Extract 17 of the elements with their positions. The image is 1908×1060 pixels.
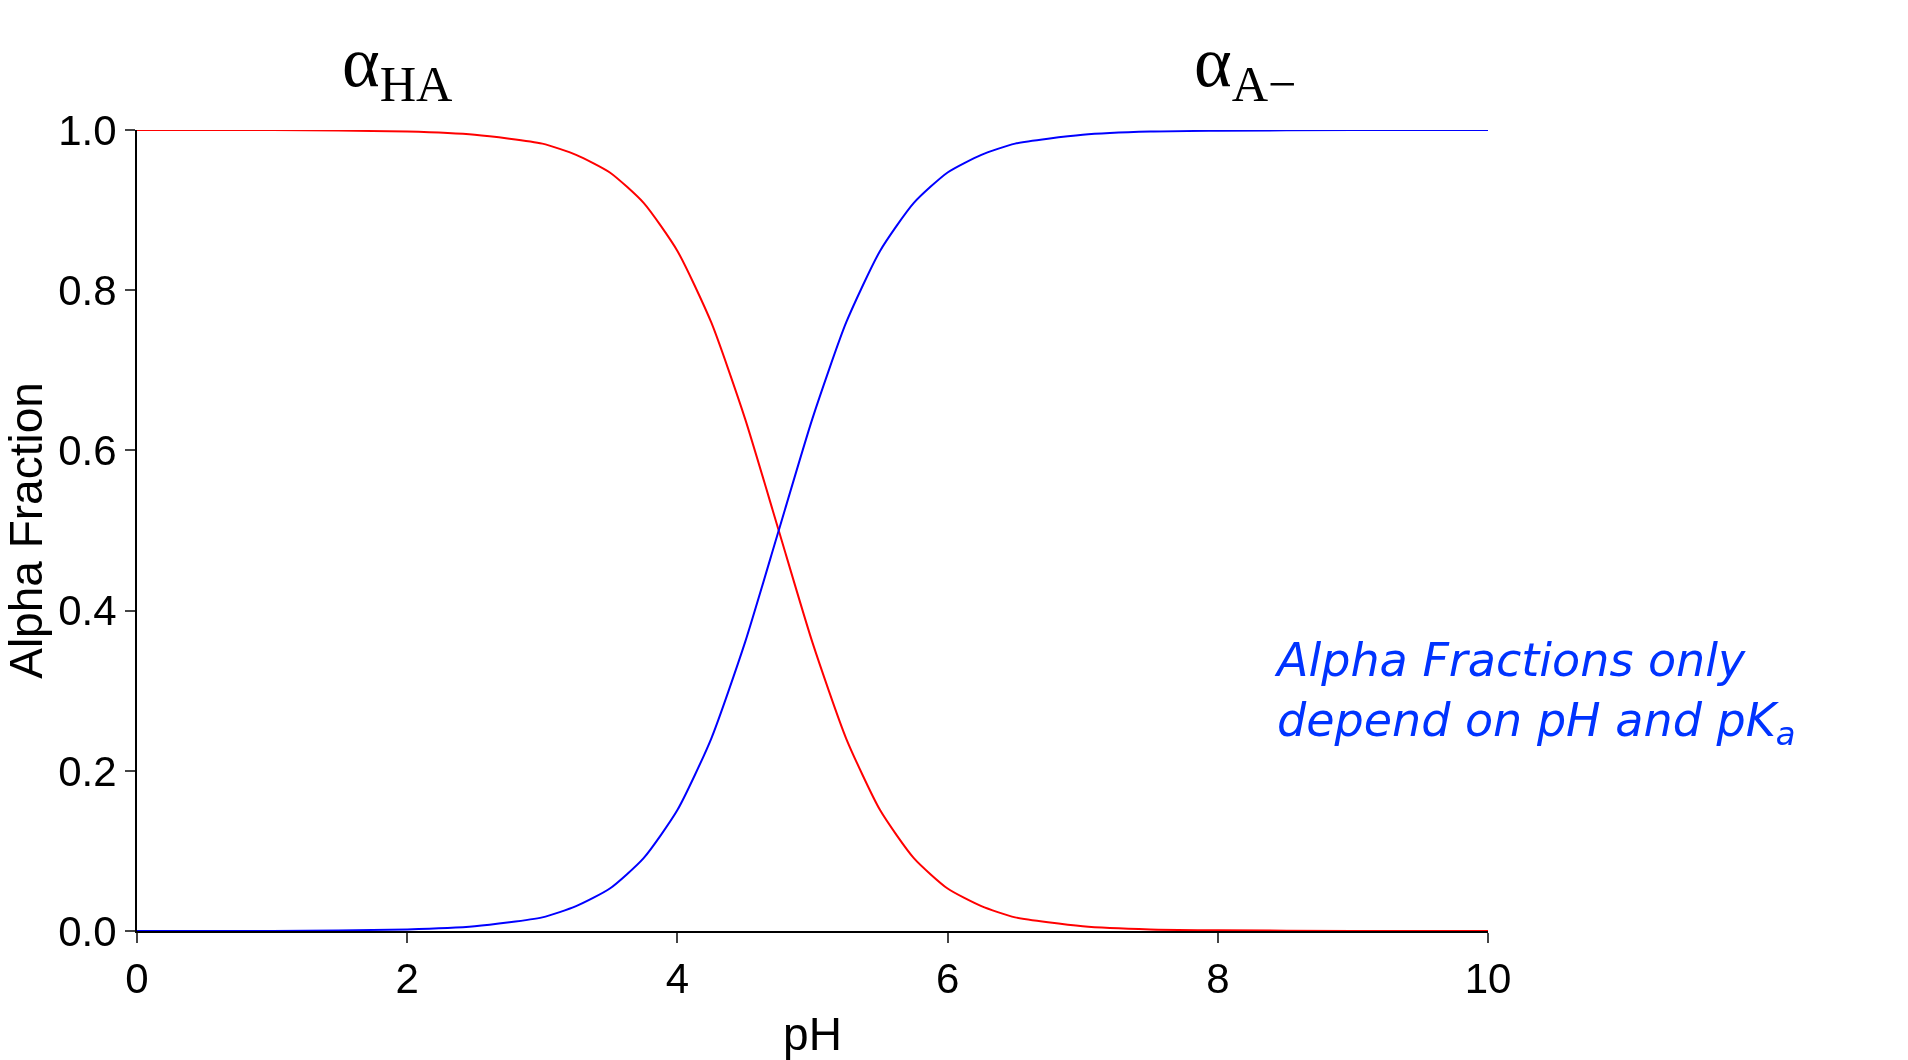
y-tick-label: 1.0 <box>58 106 117 154</box>
annotation: Alpha Fractions only depend on pH and pK$_{a}$ <box>1274 633 1796 754</box>
y-tick-label: 0.6 <box>58 427 117 475</box>
y-tick-label: 0.4 <box>58 587 117 635</box>
x-tick-label: 2 <box>395 955 419 1003</box>
x-tick-label: 10 <box>1464 955 1512 1003</box>
series-label: α$_{HA}$ <box>342 22 454 113</box>
x-tick-label: 4 <box>665 955 690 1003</box>
x-tick-label: 0 <box>125 955 149 1003</box>
x-tick-label: 8 <box>1206 955 1230 1003</box>
x-axis-title: pH <box>783 1008 842 1060</box>
y-tick-label: 0.8 <box>58 266 117 314</box>
y-axis-title: Alpha Fraction <box>0 382 52 679</box>
x-tick-label: 6 <box>935 955 960 1003</box>
y-tick-label: 0.0 <box>58 907 117 955</box>
y-tick-label: 0.2 <box>58 747 117 795</box>
series-label: α$_{A−}$ <box>1194 22 1297 113</box>
